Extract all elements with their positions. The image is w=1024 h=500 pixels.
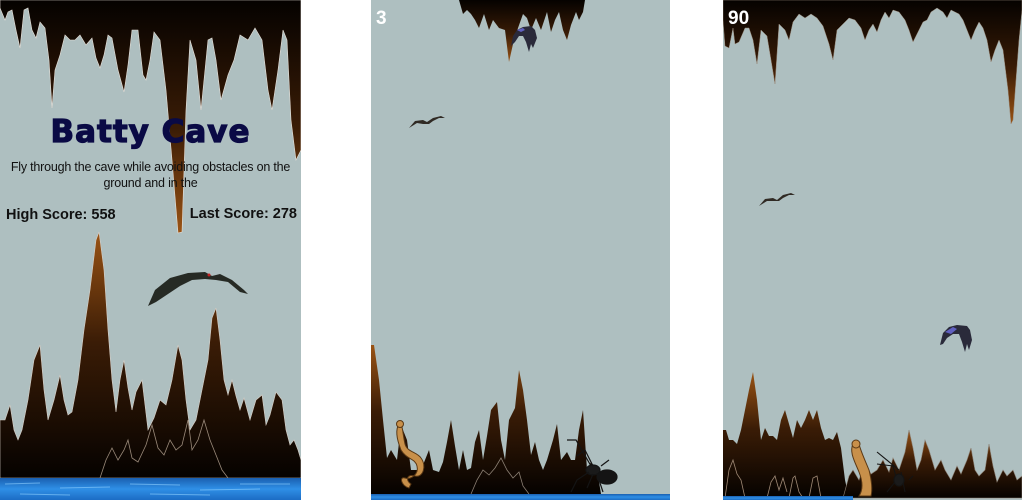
bat-icon <box>148 272 248 306</box>
stalactites <box>0 0 301 234</box>
score-counter: 3 <box>376 8 387 29</box>
bird-icon <box>409 116 445 128</box>
gameplay-screen-2[interactable]: 90 <box>723 0 1022 500</box>
back-stalagmites-outline <box>724 458 822 499</box>
cave-scene <box>0 0 301 500</box>
water <box>0 478 301 500</box>
snake-icon <box>851 439 873 497</box>
menu-screen[interactable]: Batty Cave Fly through the cave while av… <box>0 0 301 500</box>
bird-icon <box>759 193 795 206</box>
score-counter: 90 <box>728 8 750 29</box>
owl-icon <box>940 325 972 352</box>
stalagmites <box>723 372 849 498</box>
snake-icon <box>396 420 425 489</box>
water <box>723 496 853 500</box>
cave-scene <box>371 0 670 500</box>
stalactites <box>459 0 585 62</box>
last-score-label: Last Score: 278 <box>189 206 297 222</box>
game-title: Batty Cave <box>50 113 251 150</box>
back-stalagmites-outline <box>99 418 229 479</box>
owl-icon <box>511 26 537 52</box>
spider-icon <box>876 451 914 493</box>
game-description: Fly through the cave while avoiding obst… <box>10 160 291 190</box>
cave-scene <box>723 0 1022 500</box>
back-stalagmites-outline <box>470 457 530 495</box>
stalactites <box>723 0 1022 125</box>
stalagmites-right <box>842 429 1022 499</box>
gameplay-screen-1[interactable]: 3 <box>371 0 670 500</box>
spider-icon <box>567 439 618 493</box>
high-score-label: High Score: 558 <box>6 207 116 223</box>
water <box>371 494 670 500</box>
stalagmites <box>0 231 301 479</box>
stalagmites <box>371 345 601 494</box>
